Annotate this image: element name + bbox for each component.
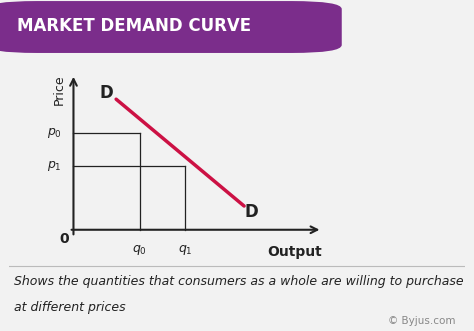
- Text: $p_1$: $p_1$: [47, 159, 62, 173]
- Text: Output: Output: [267, 245, 322, 259]
- Text: D: D: [244, 203, 258, 221]
- Text: $q_1$: $q_1$: [178, 243, 192, 257]
- Text: © Byjus.com: © Byjus.com: [388, 316, 456, 326]
- Text: MARKET DEMAND CURVE: MARKET DEMAND CURVE: [17, 18, 251, 35]
- Text: $q_0$: $q_0$: [132, 243, 147, 257]
- Text: $p_0$: $p_0$: [46, 126, 62, 140]
- Text: at different prices: at different prices: [14, 302, 126, 314]
- Text: D: D: [100, 84, 114, 102]
- Text: Price: Price: [53, 74, 66, 105]
- Text: Shows the quantities that consumers as a whole are willing to purchase: Shows the quantities that consumers as a…: [14, 275, 464, 288]
- FancyBboxPatch shape: [0, 1, 342, 53]
- Text: 0: 0: [59, 232, 69, 246]
